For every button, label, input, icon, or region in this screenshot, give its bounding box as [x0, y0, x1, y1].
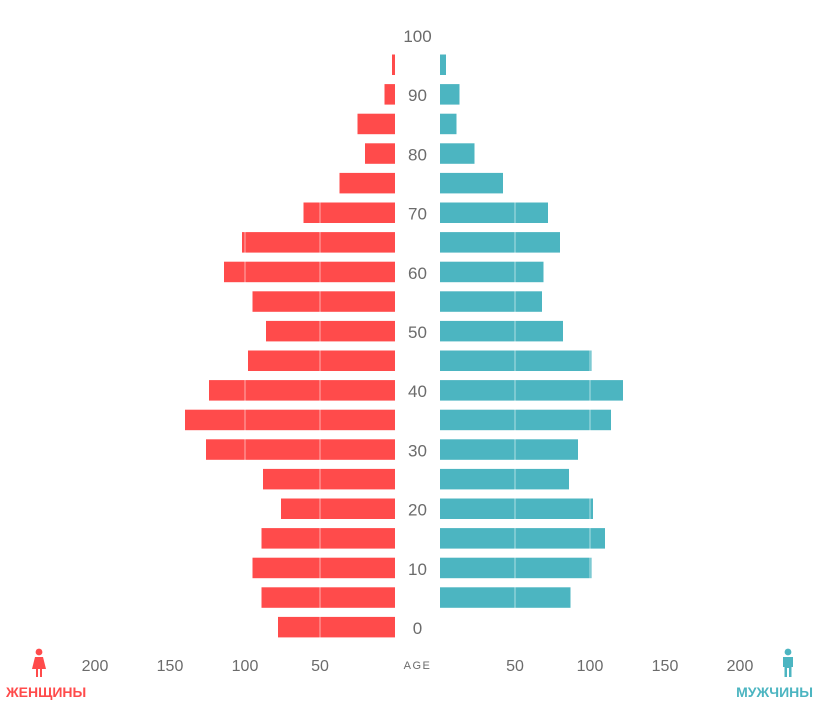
x-tick-female-200: 200 [82, 658, 109, 675]
age-label-50: 50 [408, 323, 427, 342]
grid-lines [169, 40, 666, 640]
male-bar-25 [440, 468, 569, 490]
male-bars [440, 54, 623, 608]
female-bar-15 [261, 528, 395, 549]
female-bar-70 [303, 202, 395, 223]
male-bar-65 [440, 232, 560, 253]
age-label-0: 0 [413, 619, 422, 638]
age-label-100: 100 [403, 27, 431, 46]
age-label-20: 20 [408, 501, 427, 520]
female-bar-90 [384, 84, 395, 105]
male-bar-85 [440, 113, 457, 135]
female-bar-20 [281, 498, 395, 519]
female-bar-45 [248, 350, 395, 371]
male-bar-95 [440, 54, 446, 75]
male-bar-75 [440, 172, 503, 194]
x-tick-male-200: 200 [727, 658, 754, 675]
female-bar-65 [242, 232, 395, 253]
female-bars [185, 54, 395, 638]
female-bar-80 [365, 143, 395, 164]
male-bar-70 [440, 202, 548, 223]
x-tick-male-100: 100 [577, 658, 604, 675]
x-tick-labels: 200 200 150 150 100 100 50 50 [82, 658, 754, 675]
female-bar-95 [392, 54, 395, 75]
male-bar-15 [440, 528, 605, 549]
age-label-90: 90 [408, 86, 427, 105]
age-label-40: 40 [408, 382, 427, 401]
age-label-80: 80 [408, 145, 427, 164]
age-label-10: 10 [408, 560, 427, 579]
x-tick-male-150: 150 [652, 658, 679, 675]
male-bar-10 [440, 557, 592, 579]
female-bar-55 [252, 291, 395, 312]
male-bar-20 [440, 498, 593, 519]
female-bar-85 [357, 113, 395, 135]
male-bar-30 [440, 439, 578, 460]
male-bar-90 [440, 84, 460, 105]
female-bar-25 [263, 468, 395, 490]
female-bar-50 [266, 320, 395, 342]
male-bar-80 [440, 143, 475, 164]
male-person-icon [783, 648, 793, 677]
female-bar-30 [206, 439, 395, 460]
x-tick-female-50: 50 [311, 658, 329, 675]
male-bar-5 [440, 587, 571, 608]
female-bar-75 [339, 172, 395, 194]
x-tick-female-150: 150 [157, 658, 184, 675]
age-label-30: 30 [408, 441, 427, 460]
age-label-70: 70 [408, 205, 427, 224]
x-tick-male-50: 50 [506, 658, 524, 675]
center-axis-label: AGE [404, 660, 432, 672]
male-bar-55 [440, 291, 542, 312]
female-bar-10 [252, 557, 395, 579]
age-label-60: 60 [408, 264, 427, 283]
female-bar-5 [261, 587, 395, 608]
male-bar-35 [440, 409, 611, 431]
male-bar-60 [440, 261, 544, 283]
female-bar-0 [278, 616, 395, 638]
male-bar-40 [440, 380, 623, 401]
legend-male-label: МУЖЧИНЫ [736, 684, 813, 700]
male-bar-50 [440, 320, 563, 342]
female-bar-60 [224, 261, 395, 283]
female-bar-35 [185, 409, 395, 431]
x-tick-female-100: 100 [232, 658, 259, 675]
legend-female-label: ЖЕНЩИНЫ [6, 684, 87, 700]
female-person-icon [32, 648, 46, 677]
female-bar-40 [209, 380, 395, 401]
male-bar-45 [440, 350, 592, 371]
